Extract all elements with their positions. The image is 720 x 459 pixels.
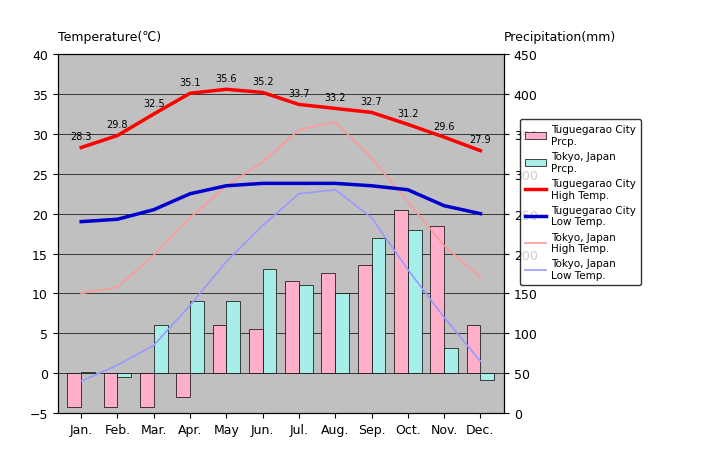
- Text: 35.6: 35.6: [215, 74, 237, 84]
- Bar: [68, 373, 81, 407]
- Bar: [81, 372, 95, 373]
- Bar: [104, 373, 117, 407]
- Text: 32.7: 32.7: [361, 97, 382, 107]
- Bar: [394, 210, 408, 373]
- Bar: [321, 274, 336, 373]
- Text: 29.6: 29.6: [433, 122, 455, 131]
- Bar: [190, 302, 204, 373]
- Bar: [431, 226, 444, 373]
- Bar: [336, 294, 349, 373]
- Bar: [263, 270, 276, 373]
- Text: 32.5: 32.5: [143, 98, 165, 108]
- Text: 35.2: 35.2: [252, 77, 274, 87]
- Bar: [140, 373, 154, 407]
- Text: 35.1: 35.1: [179, 78, 201, 88]
- Bar: [117, 373, 131, 377]
- Text: 33.2: 33.2: [325, 93, 346, 103]
- Bar: [480, 373, 494, 380]
- Bar: [444, 348, 458, 373]
- Text: 31.2: 31.2: [397, 109, 418, 119]
- Bar: [212, 325, 226, 373]
- Legend: Tuguegarao City
Prcp., Tokyo, Japan
Prcp., Tuguegarao City
High Temp., Tuguegara: Tuguegarao City Prcp., Tokyo, Japan Prcp…: [520, 120, 642, 285]
- Bar: [176, 373, 190, 397]
- Bar: [285, 282, 299, 373]
- Bar: [299, 286, 312, 373]
- Bar: [408, 230, 422, 373]
- Text: Precipitation(mm): Precipitation(mm): [504, 31, 616, 44]
- Text: Temperature(℃): Temperature(℃): [58, 31, 161, 45]
- Bar: [358, 266, 372, 373]
- Text: 33.7: 33.7: [288, 89, 310, 99]
- Bar: [467, 325, 480, 373]
- Bar: [226, 302, 240, 373]
- Bar: [154, 325, 168, 373]
- Text: 29.8: 29.8: [107, 120, 128, 130]
- Text: 27.9: 27.9: [469, 135, 491, 145]
- Text: 28.3: 28.3: [71, 132, 92, 142]
- Bar: [372, 238, 385, 373]
- Bar: [249, 330, 263, 373]
